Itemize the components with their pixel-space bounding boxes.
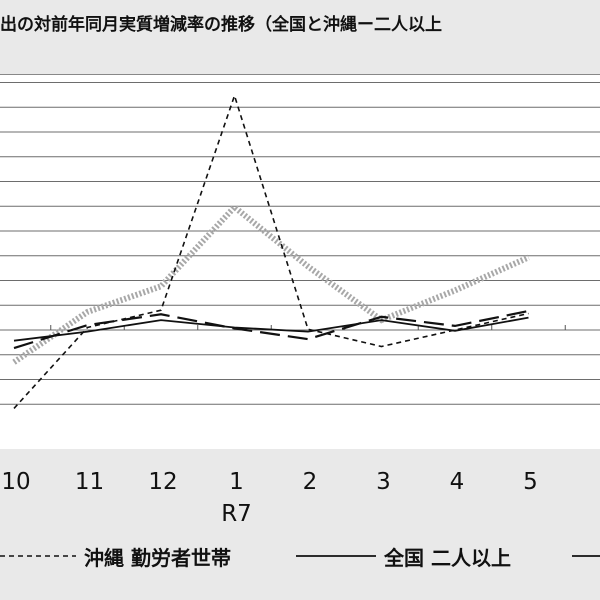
series-line-2 [13, 316, 529, 342]
legend-label-zenkoku: 全国 二人以上 [384, 546, 511, 570]
legend: 沖縄 勤労者世帯 全国 二人以上 [0, 538, 600, 578]
series-line-1 [13, 93, 529, 409]
x-tick-label: 2 [303, 469, 318, 495]
x-tick-label: 1 [229, 469, 244, 495]
series-line-4 [12, 203, 530, 365]
gridlines [0, 82, 600, 405]
chart-title: 出の対前年同月実質増減率の推移（全国と沖縄ー二人以上 [0, 15, 442, 35]
x-tick-label: 3 [376, 469, 391, 495]
x-tick-label: 4 [450, 469, 465, 495]
legend-label-okinawa: 沖縄 勤労者世帯 [84, 546, 231, 570]
x-tick-label: 10 [1, 469, 30, 495]
x-tick-label: 5 [523, 469, 538, 495]
x-tick-label: 11 [75, 469, 104, 495]
x-tick-label: 12 [148, 469, 177, 495]
series-line-3 [13, 309, 529, 350]
x-tick-sublabel: R7 [221, 501, 252, 527]
